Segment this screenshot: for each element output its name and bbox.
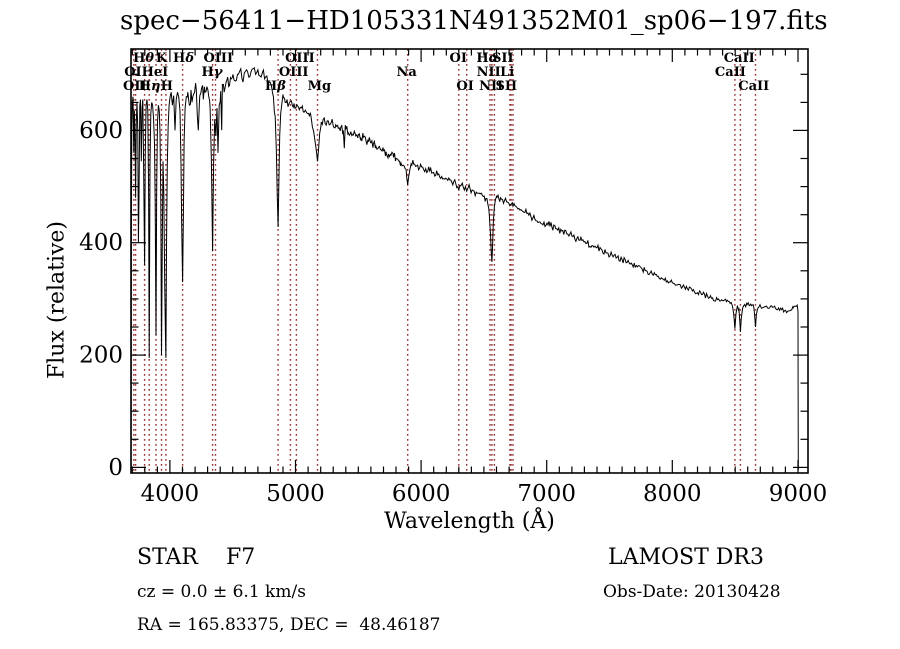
y-tick-label: 400 [79, 230, 123, 256]
y-tick-label: 600 [79, 118, 123, 144]
cz-velocity-text: cz = 0.0 ± 6.1 km/s [137, 582, 306, 602]
x-tick-label: 8000 [643, 481, 702, 507]
line-label-hη: Hη [139, 79, 161, 94]
line-label-hei: HeI [142, 65, 169, 80]
plot-frame [130, 48, 809, 474]
line-label-caii: CaII [724, 51, 755, 66]
line-label-caii: CaII [738, 79, 769, 94]
line-label-hγ: Hγ [202, 65, 224, 80]
x-tick-label: 4000 [141, 481, 200, 507]
line-label-na: Na [397, 65, 418, 80]
plot-title: spec−56411−HD105331N491352M01_sp06−197.f… [120, 6, 828, 36]
line-label-oi: OI [124, 65, 141, 80]
spectral-line-labels: OIOIIHθHηHeIKHHδHγOIIIHβOIIIOIIIMgNaOIOI… [123, 51, 769, 94]
y-axis-label: Flux (relative) [44, 220, 70, 380]
coords-text: RA = 165.83375, DEC = 48.46187 [137, 615, 441, 635]
line-label-hθ: Hθ [133, 51, 154, 66]
line-label-oi: OI [456, 79, 473, 94]
line-label-hα: Hα [476, 51, 498, 66]
axis-ticks [131, 49, 808, 473]
line-label-hβ: Hβ [265, 79, 286, 94]
x-tick-label: 6000 [392, 481, 451, 507]
x-tick-label: 9000 [769, 481, 828, 507]
line-label-oiii: OIII [285, 51, 315, 66]
spectrum-series [130, 66, 799, 470]
line-label-oiii: OIII [279, 65, 309, 80]
line-label-mg: Mg [308, 79, 331, 94]
plot-frame [130, 48, 809, 474]
line-label-h: H [161, 79, 173, 94]
line-label-k: K [156, 51, 168, 66]
line-label-caii: CaII [715, 65, 746, 80]
x-tick-labels: 4000 5000 6000 7000 8000 9000 [141, 481, 828, 507]
object-class-text: STAR F7 [137, 545, 256, 570]
x-tick-label: 5000 [266, 481, 325, 507]
y-tick-label: 0 [108, 455, 123, 481]
line-label-oii: OII [123, 79, 147, 94]
spectral-line-markers [133, 49, 757, 473]
line-label-hδ: Hδ [173, 51, 194, 66]
y-tick-labels: 0 200 400 600 [79, 118, 123, 481]
line-label-li: Li [500, 65, 514, 80]
line-label-oiii: OIII [203, 51, 233, 66]
x-axis-label: Wavelength (Å) [384, 509, 555, 534]
obs-date-text: Obs-Date: 20130428 [603, 582, 781, 602]
survey-release-text: LAMOST DR3 [608, 545, 764, 570]
line-label-nii: NII [477, 65, 501, 80]
line-label-oi: OI [449, 51, 466, 66]
y-tick-label: 200 [79, 343, 123, 369]
line-label-sii: SII [496, 79, 518, 94]
flux-spectrum-curve [130, 66, 799, 470]
line-label-sii: SII [492, 51, 514, 66]
x-tick-label: 7000 [517, 481, 576, 507]
line-label-nii: NII [479, 79, 503, 94]
